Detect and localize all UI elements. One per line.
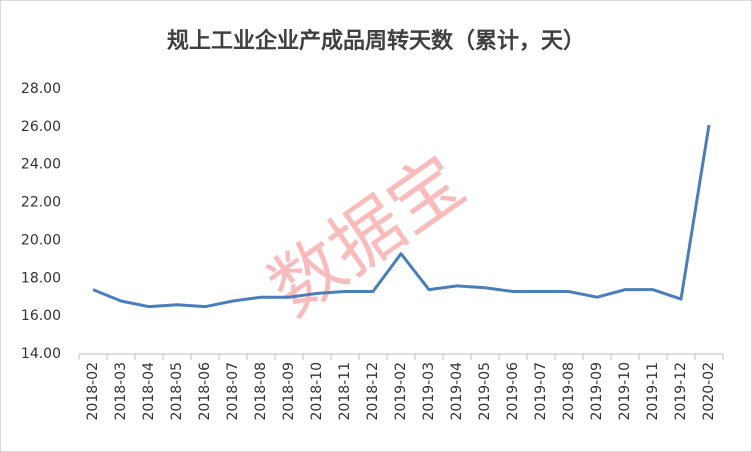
y-tick-label: 22.00 [21,195,61,211]
y-tick-label: 28.00 [21,81,61,97]
x-tick-label: 2018-04 [141,362,157,421]
y-tick-label: 20.00 [21,232,61,248]
x-tick-label: 2018-10 [309,362,325,421]
y-tick-label: 24.00 [21,157,61,173]
y-tick-label: 16.00 [21,308,61,324]
x-tick-label: 2019-06 [505,362,521,421]
x-tick-label: 2019-05 [477,362,493,421]
line-series [92,124,711,309]
x-tick-label: 2019-11 [645,362,661,421]
x-tick-label: 2019-03 [421,362,437,421]
x-tick-label: 2019-08 [561,362,577,421]
x-tick-label: 2018-06 [197,362,213,421]
x-tick-label: 2018-11 [337,362,353,421]
x-tick-label: 2019-07 [533,362,549,421]
y-tick-label: 14.00 [21,346,61,362]
x-tick-label: 2018-07 [225,362,241,421]
x-tick-label: 2020-02 [701,362,717,421]
x-tick-label: 2018-12 [365,362,381,421]
x-tick-label: 2019-10 [617,362,633,421]
x-tick-label: 2018-09 [281,362,297,421]
chart-title: 规上工业企业产成品周转天数（累计，天） [167,28,585,54]
x-tick-label: 2018-05 [169,362,185,421]
x-tick-label: 2018-08 [253,362,269,421]
y-tick-label: 26.00 [21,119,61,135]
x-tick-label: 2019-04 [449,362,465,421]
y-tick-label: 18.00 [21,270,61,286]
x-tick-label: 2019-02 [393,362,409,421]
x-tick-label: 2019-09 [589,362,605,421]
x-tick-label: 2018-03 [113,362,129,421]
x-tick-label: 2018-02 [85,362,101,421]
x-tick-label: 2019-12 [673,362,689,421]
